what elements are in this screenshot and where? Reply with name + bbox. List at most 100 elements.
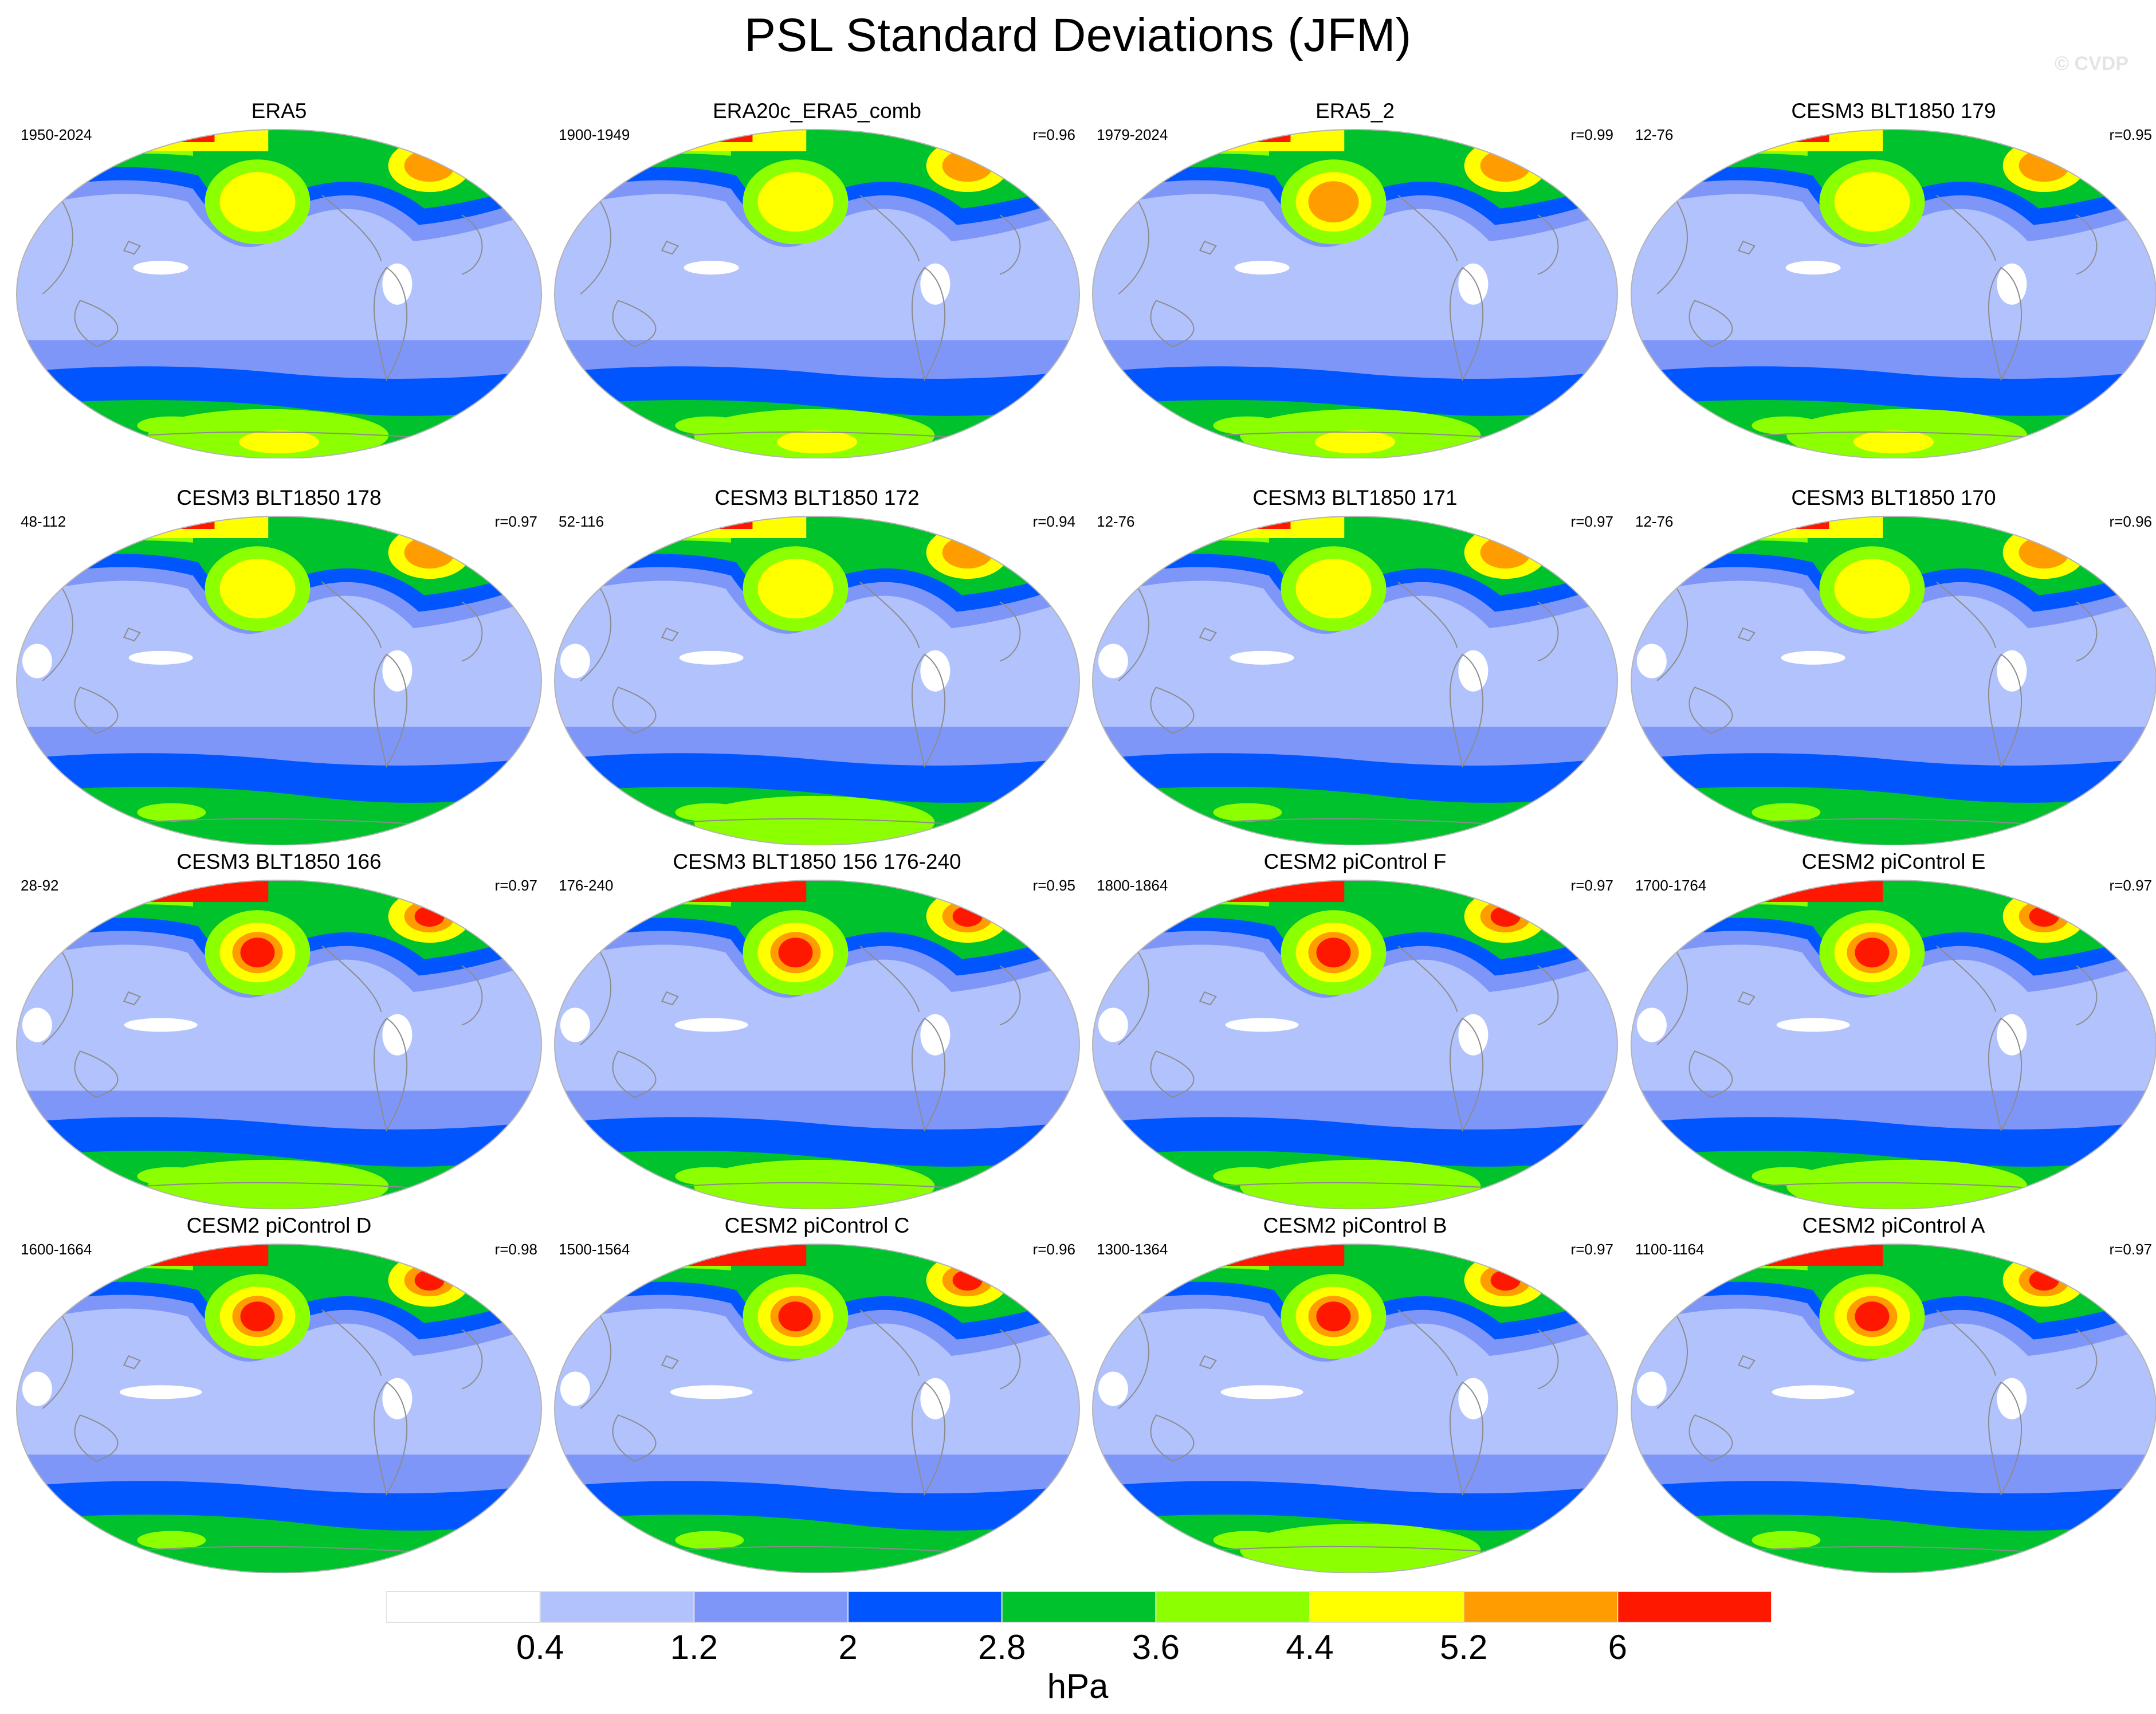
panel-correlation: r=0.94 [1032,513,1075,530]
robinson-map [1092,880,1618,1209]
panel-year-range: 1950-2024 [21,126,92,143]
colorbar-tick-label: 4.4 [1286,1628,1334,1666]
panel-year-range: 1800-1864 [1097,877,1168,894]
psl-contours [1631,516,2156,845]
robinson-map [16,129,542,458]
map-panel: CESM2 piControl E 1700-1764 r=0.97 [1625,849,2156,1209]
panel-year-range: 1600-1664 [21,1241,92,1258]
panel-year-range: 52-116 [559,513,604,530]
panel-title: CESM3 BLT1850 178 [176,486,382,509]
panel-year-range: 28-92 [21,877,59,894]
colorbar [386,1591,1772,1623]
robinson-map [16,1244,542,1573]
panel-title: ERA20c_ERA5_comb [712,99,922,123]
panel-title: CESM2 piControl D [186,1214,372,1237]
robinson-map [554,880,1080,1209]
colorbar-tick-label: 2 [838,1628,858,1666]
globe-outline [554,1244,1080,1573]
panel-correlation: r=0.96 [2109,513,2152,530]
colorbar-box [693,1591,849,1623]
map-panel: CESM3 BLT1850 172 52-116 r=0.94 [548,485,1086,845]
colorbar-box [1309,1591,1464,1623]
globe-outline [554,516,1080,845]
panel-correlation: r=0.97 [1570,1241,1613,1258]
map-panel: CESM3 BLT1850 156 176-240 176-240 r=0.95 [548,849,1086,1209]
panel-title: CESM3 BLT1850 156 176-240 [673,850,961,873]
panel-title: CESM3 BLT1850 172 [714,486,920,509]
robinson-map [1631,516,2156,845]
colorbar-box [847,1591,1003,1623]
globe-outline [1092,880,1618,1209]
panel-title: CESM2 piControl E [1801,850,1986,873]
robinson-map [16,880,542,1209]
colorbar-tick-label: 1.2 [670,1628,718,1666]
map-panel: ERA20c_ERA5_comb 1900-1949 r=0.96 [548,99,1086,458]
globe-outline [1631,1244,2156,1573]
panel-year-range: 1100-1164 [1635,1241,1705,1258]
globe-outline [1092,516,1618,845]
panel-correlation: r=0.97 [2109,877,2152,894]
panel-correlation: r=0.97 [2109,1241,2152,1258]
robinson-map [554,129,1080,458]
panel-title: ERA5_2 [1315,99,1395,123]
map-panel: CESM3 BLT1850 179 12-76 r=0.95 [1625,99,2156,458]
map-panel: ERA5 1950-2024 [10,99,548,458]
colorbar-units: hPa [1047,1667,1109,1705]
map-panel: CESM3 BLT1850 170 12-76 r=0.96 [1625,485,2156,845]
globe-outline [16,129,542,458]
globe-outline [1631,129,2156,458]
colorbar-box [1463,1591,1619,1623]
globe-outline [554,129,1080,458]
globe-outline [16,516,542,845]
colorbar-tick-label: 0.4 [516,1628,564,1666]
robinson-map [1631,1244,2156,1573]
colorbar-box [1617,1591,1772,1623]
map-panel: CESM2 piControl B 1300-1364 r=0.97 [1086,1213,1624,1573]
map-panel: CESM2 piControl D 1600-1664 r=0.98 [10,1213,548,1573]
colorbar-box [386,1591,541,1623]
globe-outline [1092,1244,1618,1573]
panel-year-range: 12-76 [1097,513,1135,530]
robinson-map [1631,129,2156,458]
colorbar-tick-label: 5.2 [1439,1628,1488,1666]
map-panel: ERA5_2 1979-2024 r=0.99 [1086,99,1624,458]
panel-title: CESM2 piControl B [1263,1214,1447,1237]
colorbar-tick-label: 2.8 [977,1628,1026,1666]
robinson-map [1631,880,2156,1209]
robinson-map [554,1244,1080,1573]
panel-year-range: 12-76 [1635,126,1674,143]
panel-title: CESM2 piControl C [724,1214,910,1237]
panel-correlation: r=0.97 [1570,513,1613,530]
psl-contours [1631,880,2156,1209]
panel-correlation: r=0.96 [1032,126,1075,143]
panel-year-range: 1300-1364 [1097,1241,1168,1258]
panel-correlation: r=0.95 [2109,126,2152,143]
psl-contours [1631,130,2156,458]
panel-title: CESM3 BLT1850 170 [1791,486,1996,509]
panel-correlation: r=0.97 [1570,877,1613,894]
panel-correlation: r=0.95 [1032,877,1075,894]
map-panel: CESM3 BLT1850 166 28-92 r=0.97 [10,849,548,1209]
panel-title: ERA5 [251,99,307,123]
map-panel: CESM3 BLT1850 178 48-112 r=0.97 [10,485,548,845]
panel-title: CESM3 BLT1850 179 [1791,99,1996,123]
globe-outline [16,880,542,1209]
colorbar-box [1155,1591,1311,1623]
panel-correlation: r=0.99 [1570,126,1613,143]
robinson-map [16,516,542,845]
robinson-map [1092,129,1618,458]
robinson-map [1092,516,1618,845]
map-panel: CESM2 piControl A 1100-1164 r=0.97 [1625,1213,2156,1573]
panel-year-range: 1500-1564 [559,1241,630,1258]
map-panel: CESM2 piControl C 1500-1564 r=0.96 [548,1213,1086,1573]
robinson-map [1092,1244,1618,1573]
globe-outline [1631,516,2156,845]
psl-contours [1631,1244,2156,1573]
panel-correlation: r=0.97 [494,513,537,530]
panel-year-range: 48-112 [21,513,66,530]
panel-title: CESM3 BLT1850 166 [176,850,382,873]
colorbar-tick-label: 6 [1608,1628,1628,1666]
colorbar-box [539,1591,695,1623]
panel-correlation: r=0.98 [494,1241,537,1258]
panel-correlation: r=0.97 [494,877,537,894]
